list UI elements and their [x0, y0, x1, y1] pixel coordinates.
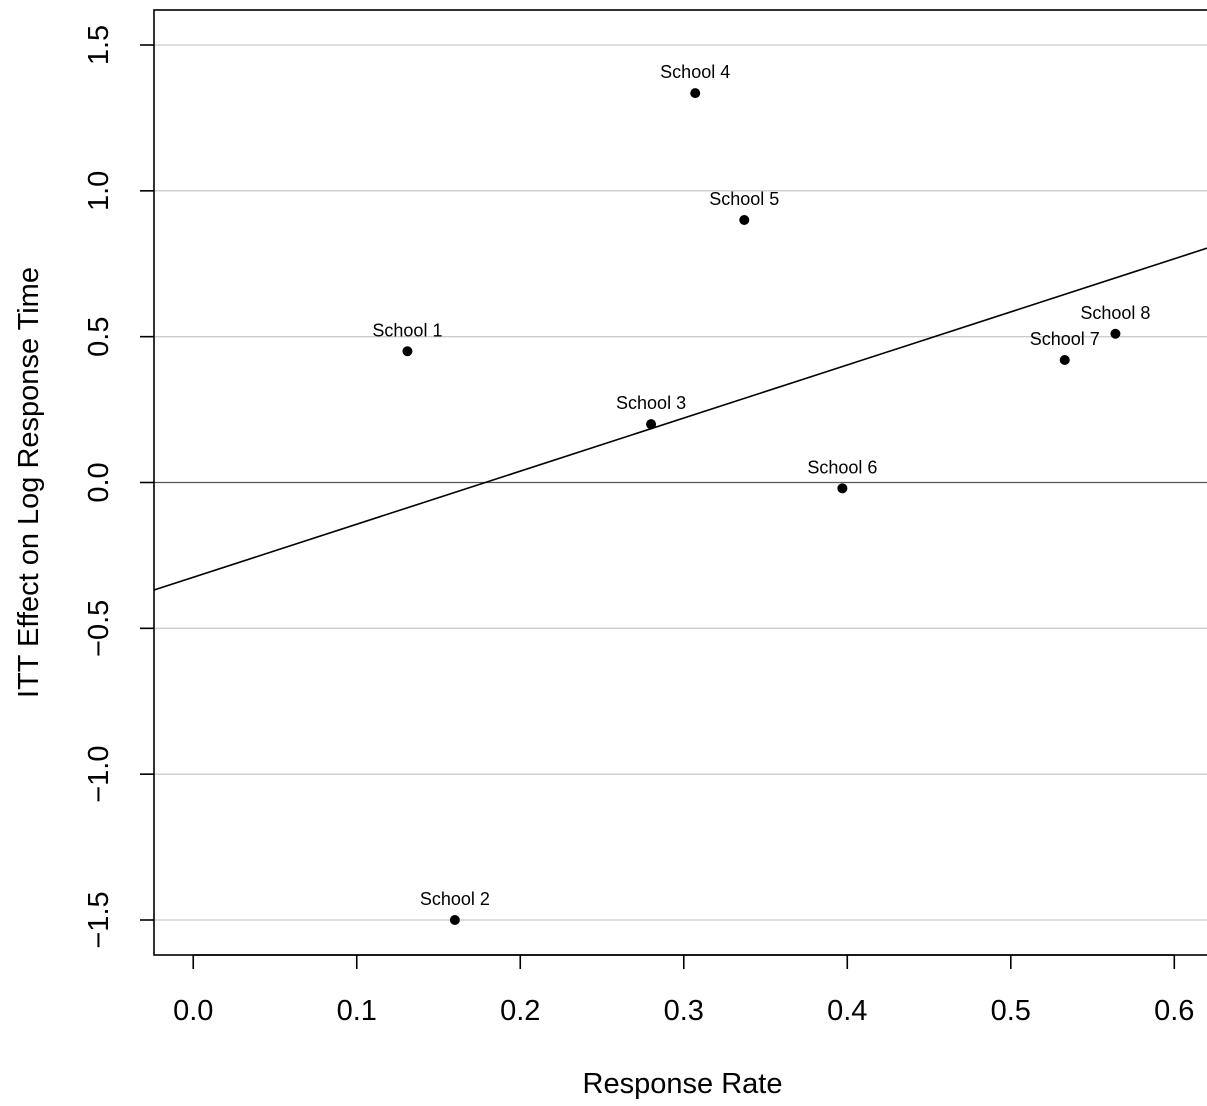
x-tick-label: 0.4 — [827, 995, 867, 1027]
data-point — [837, 483, 848, 494]
grid-lines — [154, 44, 1207, 921]
point-label: School 1 — [372, 320, 442, 340]
point-label: School 5 — [709, 189, 779, 209]
y-tick-label: −1.5 — [83, 891, 115, 948]
data-point — [690, 88, 701, 99]
fit-line-layer — [153, 247, 1207, 591]
x-tick-label: 0.6 — [1154, 995, 1194, 1027]
point-label: School 8 — [1080, 303, 1150, 323]
x-tick-label: 0.5 — [991, 995, 1031, 1027]
y-tick-label: 1.5 — [83, 25, 115, 65]
point-label: School 6 — [807, 457, 877, 477]
y-tick-label: 0.5 — [83, 317, 115, 357]
point-label: School 3 — [616, 393, 686, 413]
data-points: School 1 School 2 School 3 School 4 School 5… — [372, 62, 1150, 925]
x-axis: 0.0 0.1 0.2 0.3 0.4 0.5 0.6 — [173, 954, 1194, 1027]
data-point — [1059, 355, 1070, 365]
y-tick-label: −1.0 — [83, 746, 115, 803]
x-tick-label: 0.0 — [173, 995, 213, 1027]
y-axis: 1.5 1.0 0.5 0.0 −0.5 −1.0 −1.5 — [83, 25, 154, 949]
y-tick-label: 1.0 — [83, 171, 115, 211]
data-point — [449, 915, 460, 925]
fit-line — [153, 247, 1207, 591]
x-axis-title: Response Rate — [583, 1068, 783, 1100]
data-point — [739, 215, 750, 225]
y-tick-label: −0.5 — [83, 600, 115, 657]
data-point — [646, 419, 657, 430]
x-tick-label: 0.2 — [500, 995, 540, 1027]
point-label: School 7 — [1030, 329, 1100, 349]
y-tick-label: 0.0 — [83, 462, 115, 502]
data-point — [1110, 328, 1121, 339]
y-axis-title: ITT Effect on Log Response Time — [13, 267, 45, 698]
data-point — [402, 346, 413, 357]
point-label: School 2 — [420, 889, 490, 909]
x-tick-label: 0.1 — [337, 995, 377, 1027]
point-label: School 4 — [660, 62, 730, 82]
x-tick-label: 0.3 — [664, 995, 704, 1027]
